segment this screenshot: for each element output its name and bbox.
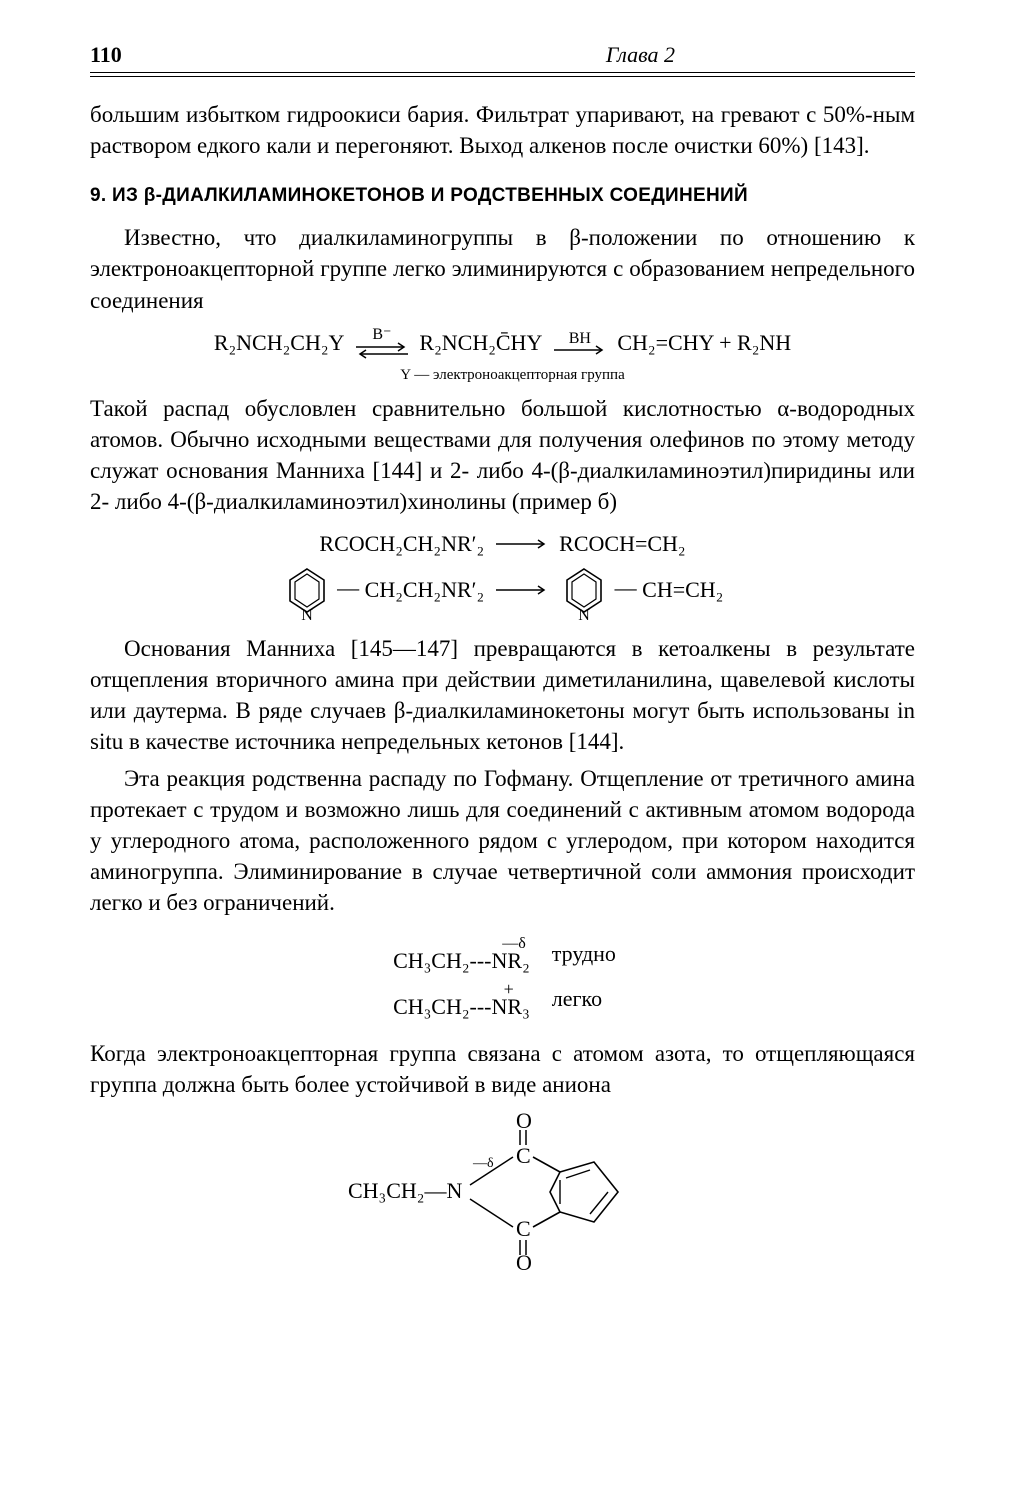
- equation-1: R₂NCH₂CH₂Y B⁻ R₂NCH₂C̄HY BH CH₂=CHY + R₂…: [90, 326, 915, 359]
- equation-2-line1: RCOCH₂CH₂NR′₂ RCOCH=CH₂: [90, 527, 915, 559]
- pyridine-ring-icon: N: [563, 565, 605, 615]
- phthalimide-icon: CH₃CH₂—N —δ C O C O: [338, 1110, 668, 1270]
- arrow-icon: [494, 539, 550, 549]
- eq1-mid: R₂NCH₂C̄HY: [419, 328, 542, 358]
- paragraph-2: Известно, что диалкиламиногруппы в β-пол…: [90, 222, 915, 315]
- svg-text:N: N: [301, 607, 313, 624]
- eq3-row1-stack: —δ CH₃CH₂---NR₂: [393, 936, 530, 972]
- arrow-right-icon: [552, 345, 608, 355]
- eq2-1-right: RCOCH=CH₂: [559, 529, 685, 559]
- svg-text:—δ: —δ: [472, 1156, 494, 1171]
- svg-text:N: N: [578, 607, 590, 624]
- eq2-1-left: RCOCH₂CH₂NR′₂: [319, 529, 484, 559]
- svg-text:O: O: [516, 1108, 532, 1133]
- equilibrium-arrow-icon: [354, 341, 410, 359]
- paragraph-4: Основания Манниха [145—147] превращаются…: [90, 633, 915, 757]
- eq2-2-left: CH₂CH₂NR′₂: [365, 575, 485, 605]
- header-rule: [90, 76, 915, 77]
- paragraph-1: большим избытком гидроокиси бария. Фильт…: [90, 99, 915, 161]
- arrow-icon: [494, 585, 550, 595]
- svg-text:O: O: [516, 1250, 532, 1275]
- svg-text:C: C: [516, 1216, 531, 1241]
- bond-dash: —: [615, 575, 637, 600]
- forward-arrow: BH: [552, 331, 608, 355]
- pyridine-ring-icon: N: [286, 565, 328, 615]
- eq1-right: CH₂=CHY + R₂NH: [617, 328, 791, 358]
- paragraph-3: Такой распад обусловлен сравнительно бол…: [90, 393, 915, 517]
- phthalimide-structure: CH₃CH₂—N —δ C O C O: [90, 1110, 915, 1278]
- equilibrium-arrow: B⁻: [354, 327, 410, 359]
- eq1-left: R₂NCH₂CH₂Y: [214, 328, 345, 358]
- page-header: 110 Глава 2: [90, 40, 915, 73]
- svg-text:C: C: [516, 1143, 531, 1168]
- eq3-row1-label: трудно: [552, 936, 616, 972]
- paragraph-5: Эта реакция родственна распаду по Гофман…: [90, 763, 915, 918]
- equation-3: —δ CH₃CH₂---NR₂ трудно + CH₃CH₂---NR₃ ле…: [371, 928, 634, 1026]
- section-heading: 9. ИЗ β-ДИАЛКИЛАМИНОКЕТОНОВ И РОДСТВЕННЫ…: [90, 183, 915, 209]
- page-number: 110: [90, 40, 122, 70]
- svg-text:CH₃CH₂—N: CH₃CH₂—N: [348, 1178, 462, 1203]
- chapter-label: Глава 2: [606, 40, 915, 70]
- eq3-row2-label: легко: [552, 980, 616, 1018]
- bond-dash: —: [337, 575, 359, 600]
- eq3-row2-stack: + CH₃CH₂---NR₃: [393, 980, 530, 1018]
- eq1-note: Y — электроноакцепторная группа: [90, 365, 915, 385]
- eq2-2-right: CH=CH₂: [642, 575, 723, 605]
- paragraph-6: Когда электроноакцепторная группа связан…: [90, 1038, 915, 1100]
- equation-2-line2: N — CH₂CH₂NR′₂ N — CH=CH₂: [90, 565, 915, 615]
